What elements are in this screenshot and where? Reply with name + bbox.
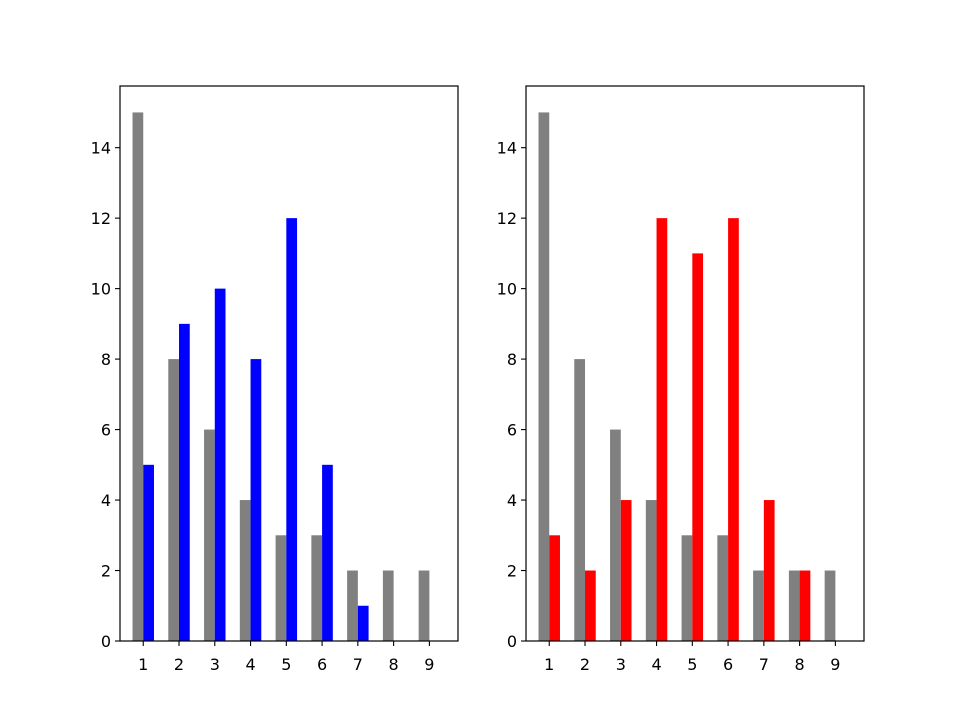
bar-series-1-x-4 <box>239 500 251 641</box>
bar-series-2-x-6 <box>322 464 333 641</box>
bar-series-2-x-8 <box>799 570 811 641</box>
x-tick-label: 3 <box>210 655 220 674</box>
bar-series-2-x-7 <box>357 605 369 641</box>
bar-series-1-x-1 <box>132 112 144 641</box>
x-tick-label: 2 <box>174 655 184 674</box>
bar-series-1-x-5 <box>275 535 287 641</box>
x-tick-label: 2 <box>580 655 590 674</box>
y-tick-label: 2 <box>101 562 111 581</box>
x-tick-label: 1 <box>544 655 554 674</box>
y-tick-label: 14 <box>91 139 111 158</box>
x-tick-label: 9 <box>830 655 840 674</box>
y-tick-label: 14 <box>497 139 517 158</box>
x-tick-label: 1 <box>138 655 148 674</box>
y-tick-label: 10 <box>91 280 111 299</box>
bar-series-2-x-5 <box>692 253 704 641</box>
y-tick-label: 12 <box>497 209 517 228</box>
x-tick-label: 5 <box>281 655 291 674</box>
bar-series-2-x-5 <box>286 218 298 641</box>
bar-series-2-x-4 <box>250 359 262 641</box>
x-tick-label: 3 <box>616 655 626 674</box>
bar-series-1-x-9 <box>824 570 836 641</box>
bar-series-2-x-1 <box>143 464 154 641</box>
x-tick-label: 9 <box>424 655 434 674</box>
bar-series-1-x-5 <box>681 535 693 641</box>
bar-series-1-x-1 <box>538 112 550 641</box>
y-tick-label: 4 <box>101 491 111 510</box>
bar-series-2-x-3 <box>620 500 632 641</box>
bar-series-2-x-2 <box>179 323 190 641</box>
bar-series-1-x-7 <box>753 570 764 641</box>
x-tick-label: 4 <box>651 655 661 674</box>
y-tick-label: 4 <box>507 491 517 510</box>
y-tick-label: 8 <box>507 350 517 369</box>
y-tick-label: 6 <box>101 421 111 440</box>
bar-series-1-x-2 <box>574 359 586 641</box>
bar-series-2-x-2 <box>585 570 596 641</box>
y-tick-label: 2 <box>507 562 517 581</box>
y-tick-label: 6 <box>507 421 517 440</box>
bar-series-1-x-8 <box>788 570 800 641</box>
x-tick-label: 8 <box>389 655 399 674</box>
x-tick-label: 7 <box>353 655 363 674</box>
bar-series-1-x-7 <box>347 570 358 641</box>
axes-frame <box>119 85 459 642</box>
bar-series-2-x-4 <box>656 218 668 641</box>
x-tick-label: 4 <box>245 655 255 674</box>
x-tick-label: 5 <box>687 655 697 674</box>
bar-series-1-x-2 <box>168 359 180 641</box>
bar-series-1-x-3 <box>610 429 621 641</box>
y-tick-label: 8 <box>101 350 111 369</box>
x-tick-label: 6 <box>723 655 733 674</box>
bar-series-1-x-6 <box>717 535 729 641</box>
bar-series-1-x-9 <box>418 570 430 641</box>
y-tick-label: 0 <box>507 632 517 651</box>
x-tick-label: 8 <box>795 655 805 674</box>
axes-frame <box>525 85 865 642</box>
y-tick-label: 12 <box>91 209 111 228</box>
bar-series-2-x-7 <box>763 500 775 641</box>
bar-series-1-x-8 <box>382 570 394 641</box>
y-tick-label: 0 <box>101 632 111 651</box>
y-tick-label: 10 <box>497 280 517 299</box>
bar-series-1-x-3 <box>204 429 215 641</box>
bar-series-1-x-6 <box>311 535 323 641</box>
bar-series-2-x-1 <box>549 535 560 641</box>
bar-series-2-x-3 <box>214 288 226 641</box>
x-tick-label: 7 <box>759 655 769 674</box>
bar-series-1-x-4 <box>645 500 657 641</box>
x-tick-label: 6 <box>317 655 327 674</box>
bar-series-2-x-6 <box>728 218 739 641</box>
